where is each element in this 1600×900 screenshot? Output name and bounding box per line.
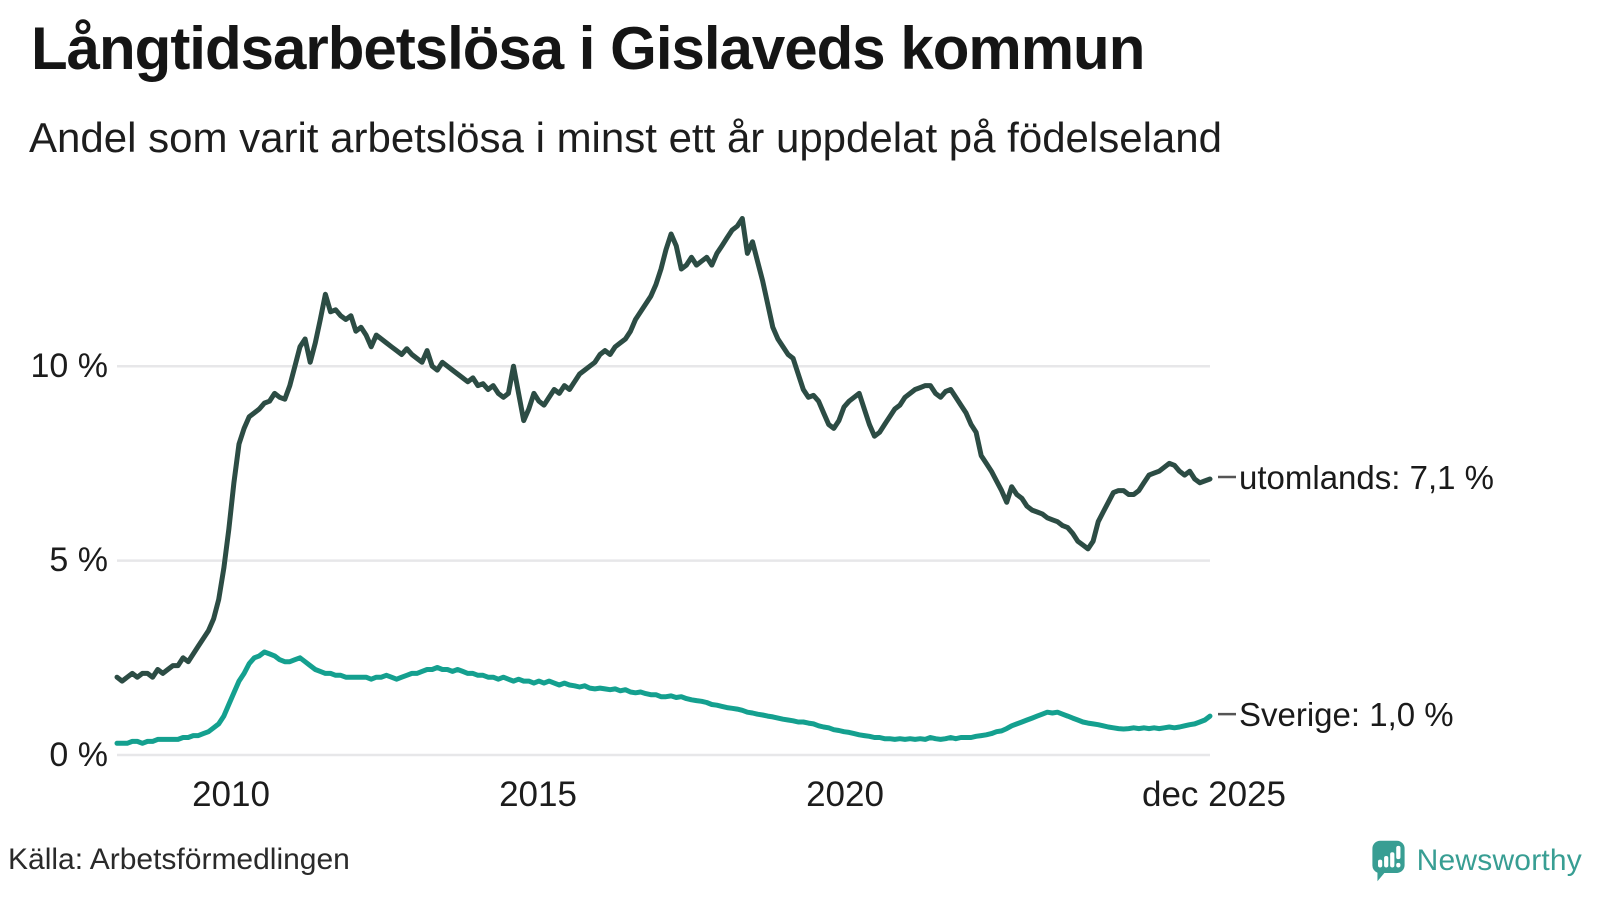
chart-subtitle: Andel som varit arbetslösa i minst ett å… (29, 114, 1223, 161)
series-end-label-utomlands: utomlands: 7,1 % (1239, 459, 1494, 496)
y-axis-tick-0: 0 % (49, 736, 108, 774)
newsworthy-logo-text: Newsworthy (1416, 844, 1582, 877)
series-line-sverige (114, 649, 1213, 746)
source-note: Källa: Arbetsförmedlingen (8, 843, 350, 876)
page-title: Långtidsarbetslösa i Gislaveds kommun (31, 15, 1145, 82)
y-axis-tick-10: 10 % (30, 347, 109, 385)
x-axis-tick-2020: 2020 (806, 775, 884, 814)
newsworthy-logo: Newsworthy (1370, 838, 1582, 884)
x-axis-tick-dec-2025: dec 2025 (1141, 775, 1287, 814)
newsworthy-speech-bubble-chart-icon (1370, 838, 1407, 884)
series-line-utomlands (114, 216, 1213, 684)
x-axis-tick-2015: 2015 (499, 775, 577, 814)
series-end-label-sverige: Sverige: 1,0 % (1239, 696, 1454, 733)
y-axis-tick-5: 5 % (49, 541, 108, 579)
x-axis-tick-2010: 2010 (192, 775, 270, 814)
